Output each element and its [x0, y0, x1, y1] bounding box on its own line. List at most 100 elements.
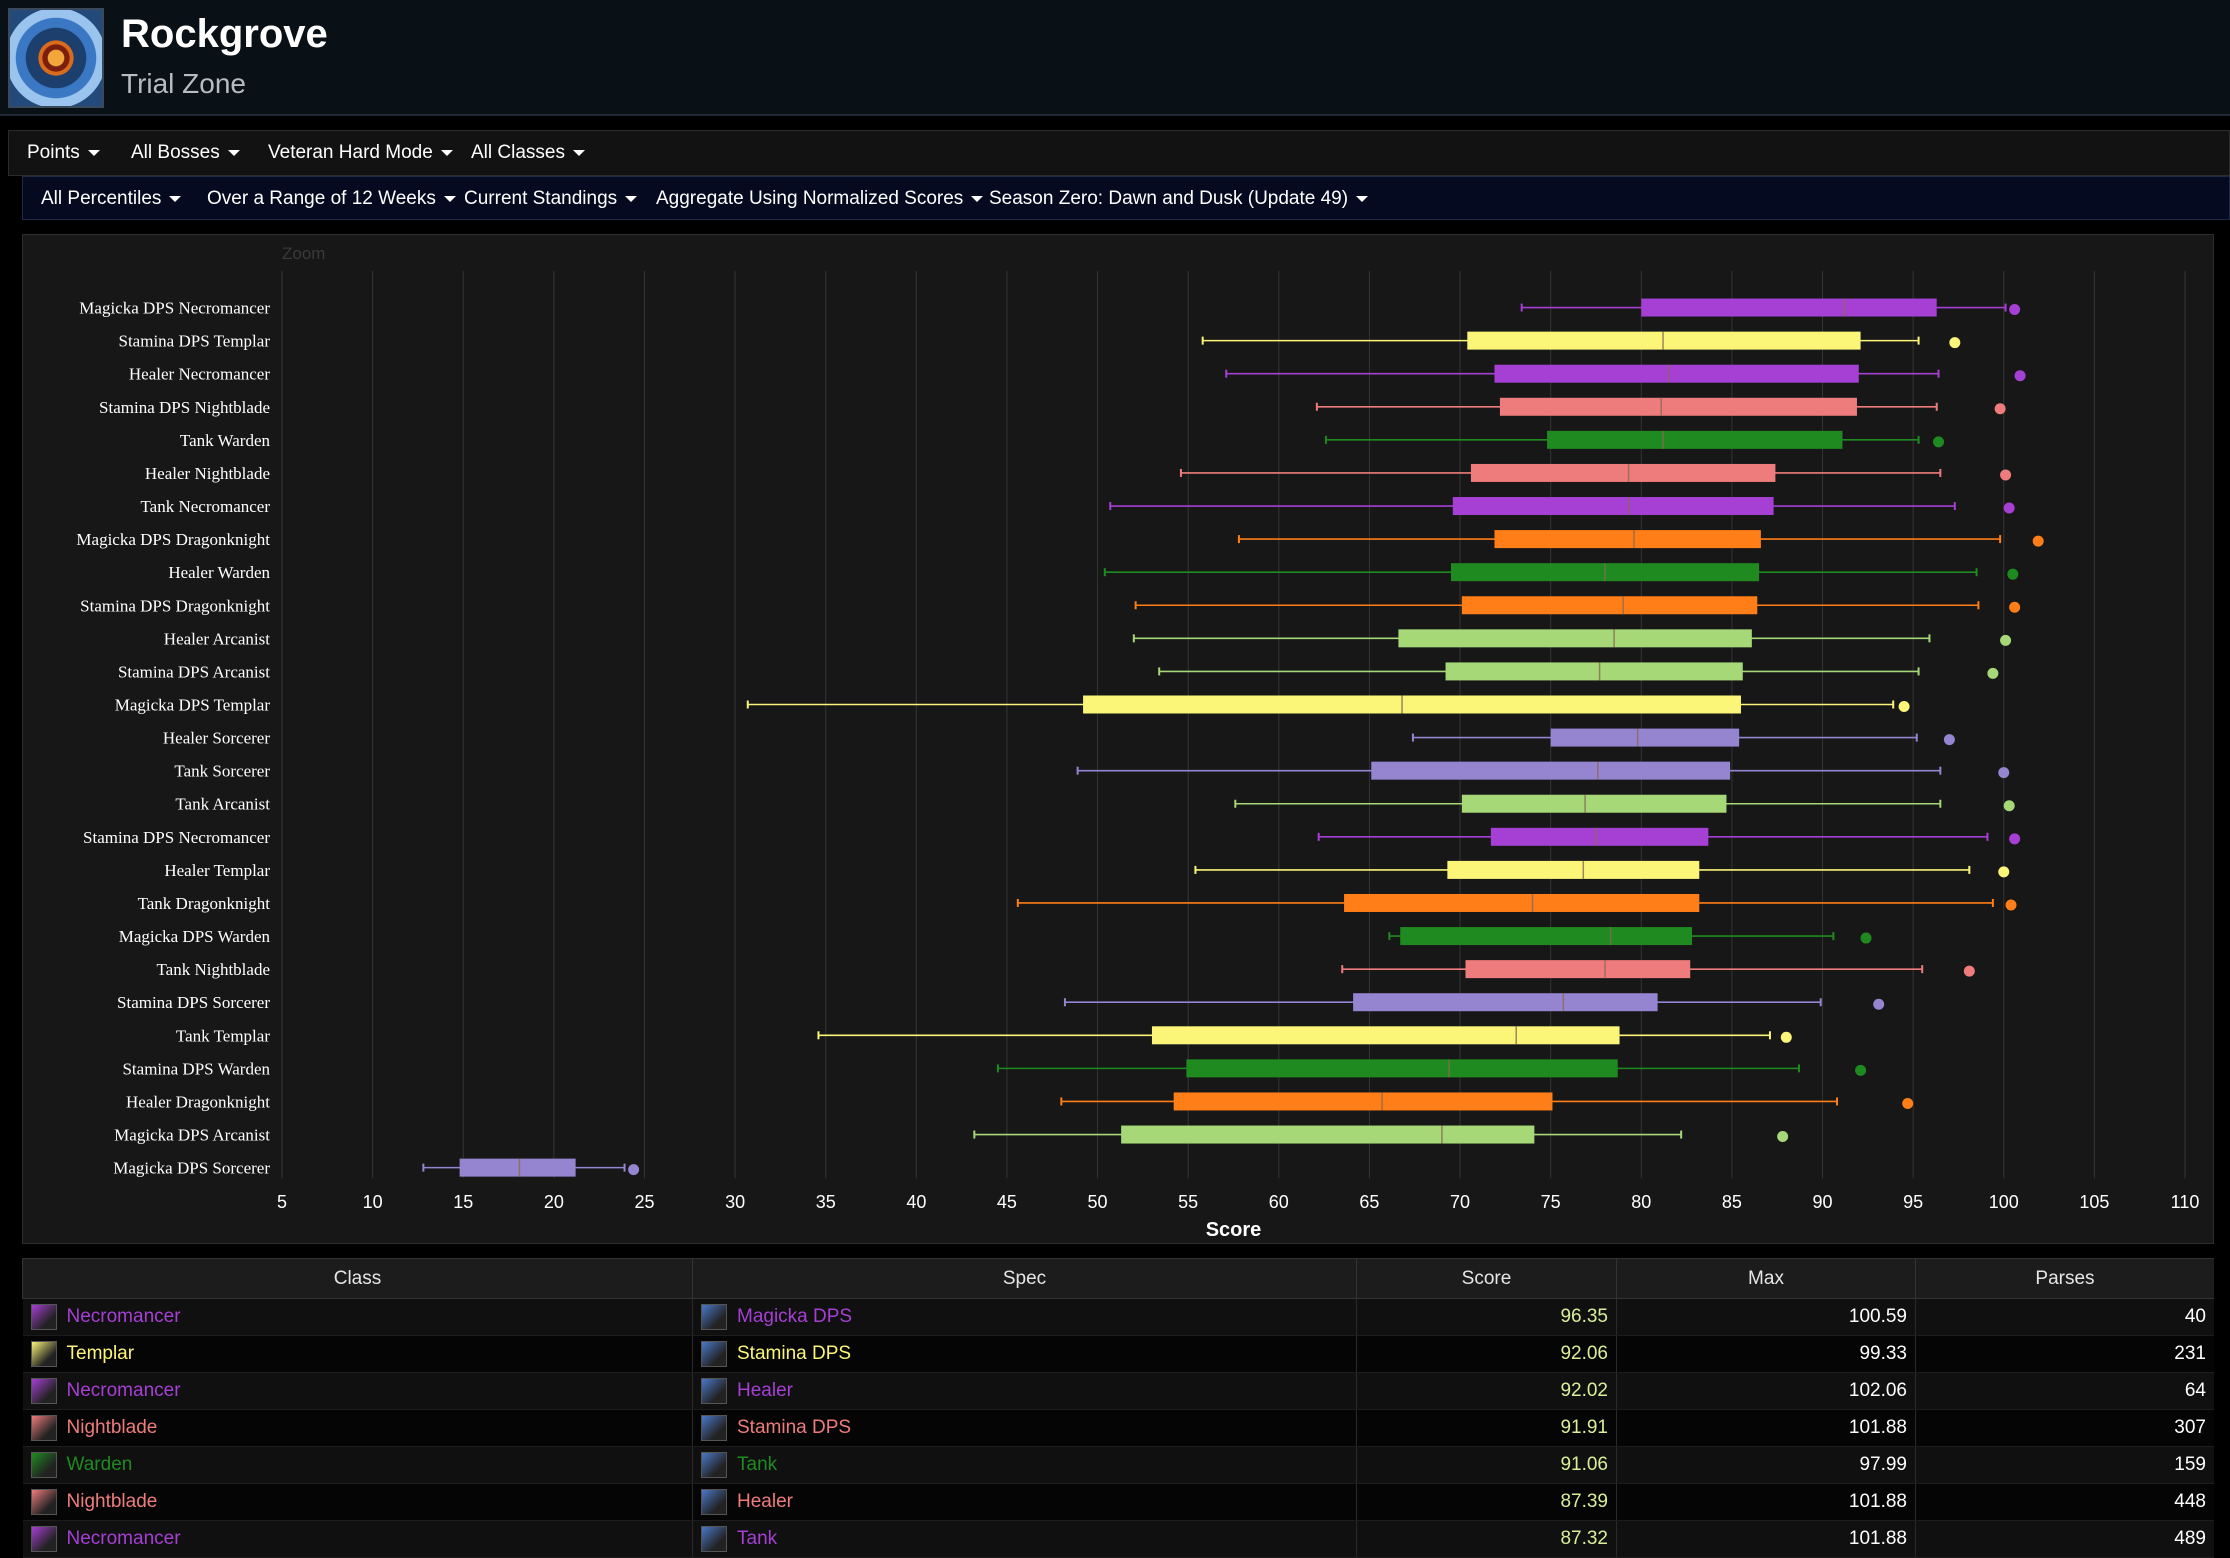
box-iqr [1452, 497, 1774, 516]
x-tick-label: 50 [1088, 1192, 1108, 1212]
outlier-point [2005, 899, 2017, 911]
table-row[interactable]: Necromancer Healer 92.02 102.06 64 [22, 1372, 2214, 1410]
chevron-down-icon [87, 149, 100, 156]
chevron-down-icon [227, 149, 240, 156]
difficulty-dropdown[interactable]: Veteran Hard Mode [268, 131, 453, 175]
max-cell: 99.33 [1616, 1335, 1916, 1373]
parses-cell: 64 [1915, 1372, 2214, 1410]
x-tick-label: 65 [1359, 1192, 1379, 1212]
outlier-point [2007, 568, 2019, 580]
spec-name-link[interactable]: Stamina DPS [737, 1343, 852, 1365]
box-iqr [1344, 893, 1700, 912]
y-category-label: Healer Warden [168, 563, 270, 582]
spec-cell: Stamina DPS [692, 1409, 1357, 1447]
box-iqr [1494, 530, 1761, 549]
class-cell: Necromancer [22, 1520, 693, 1558]
box-iqr [1499, 397, 1857, 416]
table-row[interactable]: Nightblade Healer 87.39 101.88 448 [22, 1483, 2214, 1521]
spec-name-link[interactable]: Magicka DPS [737, 1306, 853, 1328]
range-dropdown[interactable]: Over a Range of 12 Weeks [207, 177, 456, 221]
season-dropdown[interactable]: Season Zero: Dawn and Dusk (Update 49) [989, 177, 1369, 221]
season-dropdown-label: Season Zero: Dawn and Dusk (Update 49) [989, 188, 1349, 209]
column-header-score[interactable]: Score [1356, 1258, 1617, 1299]
outlier-point [2003, 502, 2015, 514]
y-category-label: Tank Arcanist [175, 795, 270, 814]
range-dropdown-label: Over a Range of 12 Weeks [207, 188, 436, 209]
x-tick-label: 10 [363, 1192, 383, 1212]
x-tick-label: 105 [2079, 1192, 2109, 1212]
spec-cell: Tank [692, 1520, 1357, 1558]
x-tick-label: 20 [544, 1192, 564, 1212]
outlier-point [2000, 634, 2012, 646]
score-cell: 92.02 [1356, 1372, 1617, 1410]
spec-name-link[interactable]: Tank [737, 1528, 778, 1550]
chevron-down-icon [443, 195, 456, 202]
class-name-link[interactable]: Nightblade [66, 1491, 158, 1513]
boss-dropdown[interactable]: All Bosses [131, 131, 240, 175]
class-name-link[interactable]: Nightblade [66, 1417, 158, 1439]
boxplot-chart[interactable]: Zoom 5 10 15 20 25 30 35 40 45 50 55 60 65 70 75 80 85 90 9… [23, 235, 2213, 1243]
box-iqr [1470, 463, 1776, 482]
spec-name-link[interactable]: Healer [737, 1491, 793, 1513]
y-category-label: Healer Sorcerer [163, 729, 270, 748]
y-category-label: Tank Necromancer [140, 497, 270, 516]
outlier-point [2009, 601, 2021, 613]
x-tick-label: 5 [277, 1192, 287, 1212]
box-iqr [1547, 430, 1843, 449]
class-name-link[interactable]: Templar [66, 1343, 135, 1365]
aggregate-dropdown[interactable]: Aggregate Using Normalized Scores [656, 177, 984, 221]
box-iqr [1447, 860, 1700, 879]
table-row[interactable]: Necromancer Tank 87.32 101.88 489 [22, 1520, 2214, 1558]
x-tick-label: 95 [1903, 1192, 1923, 1212]
column-header-spec[interactable]: Spec [692, 1258, 1357, 1299]
box-iqr [1173, 1092, 1553, 1111]
y-category-label: Stamina DPS Dragonknight [80, 596, 270, 615]
chevron-down-icon [440, 149, 453, 156]
table-row[interactable]: Templar Stamina DPS 92.06 99.33 231 [22, 1335, 2214, 1373]
box-iqr [1494, 364, 1859, 383]
class-dropdown[interactable]: All Classes [471, 131, 585, 175]
spec-name-link[interactable]: Tank [737, 1454, 778, 1476]
x-tick-label: 70 [1450, 1192, 1470, 1212]
column-header-parses[interactable]: Parses [1915, 1258, 2214, 1299]
standings-dropdown[interactable]: Current Standings [464, 177, 638, 221]
spec-name-link[interactable]: Healer [737, 1380, 793, 1402]
y-category-label: Magicka DPS Templar [115, 696, 271, 715]
chevron-down-icon [971, 195, 984, 202]
box-iqr [1461, 596, 1758, 615]
class-name-link[interactable]: Necromancer [66, 1306, 181, 1328]
percentile-dropdown[interactable]: All Percentiles [41, 177, 182, 221]
class-name-link[interactable]: Necromancer [66, 1528, 181, 1550]
y-category-label: Stamina DPS Nightblade [99, 398, 270, 417]
rankings-table-container: Class Spec Score Max Parses Necromancer M… [22, 1258, 2214, 1558]
x-tick-label: 25 [634, 1192, 654, 1212]
table-row[interactable]: Necromancer Magicka DPS 96.35 100.59 40 [22, 1298, 2214, 1336]
y-category-label: Tank Nightblade [156, 960, 270, 979]
chevron-down-icon [169, 195, 182, 202]
filter-bar-primary: Points All Bosses Veteran Hard Mode All … [8, 130, 2230, 176]
table-row[interactable]: Warden Tank 91.06 97.99 159 [22, 1446, 2214, 1484]
max-cell: 101.88 [1616, 1409, 1916, 1447]
necromancer-icon [30, 1304, 57, 1330]
y-category-label: Magicka DPS Sorcerer [113, 1159, 270, 1178]
outlier-point [2009, 304, 2021, 316]
class-cell: Templar [22, 1335, 693, 1373]
max-cell: 97.99 [1616, 1446, 1916, 1484]
boxplot-chart-panel: Zoom 5 10 15 20 25 30 35 40 45 50 55 60 65 70 75 80 85 90 9… [22, 234, 2214, 1244]
column-header-max[interactable]: Max [1616, 1258, 1916, 1299]
metric-dropdown[interactable]: Points [27, 131, 100, 175]
y-category-label: Stamina DPS Sorcerer [117, 993, 270, 1012]
class-name-link[interactable]: Necromancer [66, 1380, 181, 1402]
spec-name-link[interactable]: Stamina DPS [737, 1417, 852, 1439]
class-name-link[interactable]: Warden [66, 1454, 133, 1476]
max-cell: 101.88 [1616, 1520, 1916, 1558]
score-cell: 87.32 [1356, 1520, 1617, 1558]
outlier-point [1780, 1031, 1792, 1043]
class-cell: Warden [22, 1446, 693, 1484]
outlier-point [1860, 932, 1872, 944]
column-header-class[interactable]: Class [22, 1258, 693, 1299]
x-tick-label: 15 [453, 1192, 473, 1212]
table-row[interactable]: Nightblade Stamina DPS 91.91 101.88 307 [22, 1409, 2214, 1447]
box-iqr [1186, 1059, 1618, 1078]
outlier-point [1898, 701, 1910, 712]
